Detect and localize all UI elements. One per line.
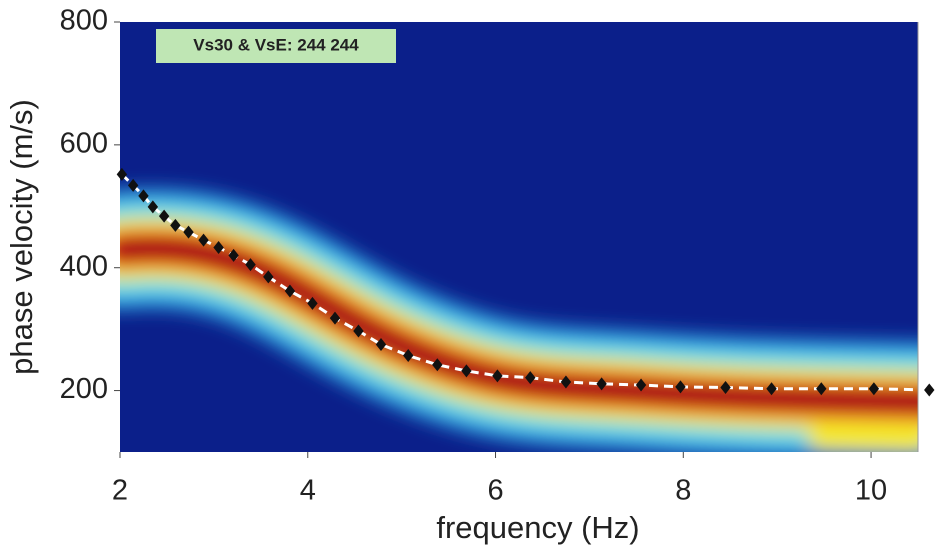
data-point: [816, 382, 827, 396]
x-tick-label: 6: [487, 475, 503, 507]
data-point: [263, 270, 274, 284]
data-point: [403, 349, 414, 363]
data-point: [560, 375, 572, 389]
data-point: [492, 369, 503, 383]
data-point: [596, 377, 607, 391]
data-point: [375, 338, 387, 351]
y-tick-label: 600: [60, 128, 108, 160]
data-point: [228, 248, 239, 262]
annotation: Vs30 & VsE: 244 244: [193, 35, 359, 54]
data-point: [525, 371, 536, 385]
data-point: [284, 284, 296, 298]
data-point: [127, 178, 139, 192]
data-point: [147, 200, 159, 214]
data-point: [158, 209, 170, 223]
data-point: [213, 240, 224, 254]
data-point: [635, 378, 647, 392]
data-point: [720, 381, 731, 394]
data-point: [138, 189, 149, 203]
x-tick-label: 8: [675, 475, 691, 507]
x-tick-label: 2: [112, 475, 128, 507]
x-tick-label: 10: [855, 475, 887, 507]
data-point: [924, 383, 935, 397]
x-tick-label: 4: [300, 475, 316, 507]
x-axis-label: frequency (Hz): [436, 510, 639, 545]
data-point: [183, 225, 194, 239]
data-point: [307, 296, 318, 310]
data-point: [432, 358, 443, 372]
data-point: [461, 364, 472, 378]
y-tick-label: 200: [60, 373, 108, 405]
data-point: [198, 233, 209, 247]
data-point: [245, 258, 256, 272]
data-point: [170, 218, 181, 232]
data-point: [675, 380, 686, 394]
data-point: [868, 382, 880, 396]
y-tick-label: 400: [60, 250, 108, 282]
data-point: [353, 324, 364, 338]
dispersion-image: [120, 22, 918, 452]
data-point: [766, 382, 777, 396]
data-point: [116, 167, 128, 181]
data-point: [329, 311, 341, 325]
y-tick-label: 800: [60, 5, 108, 37]
y-axis-label: phase velocity (m/s): [4, 99, 39, 375]
annotation-box: [156, 29, 396, 63]
